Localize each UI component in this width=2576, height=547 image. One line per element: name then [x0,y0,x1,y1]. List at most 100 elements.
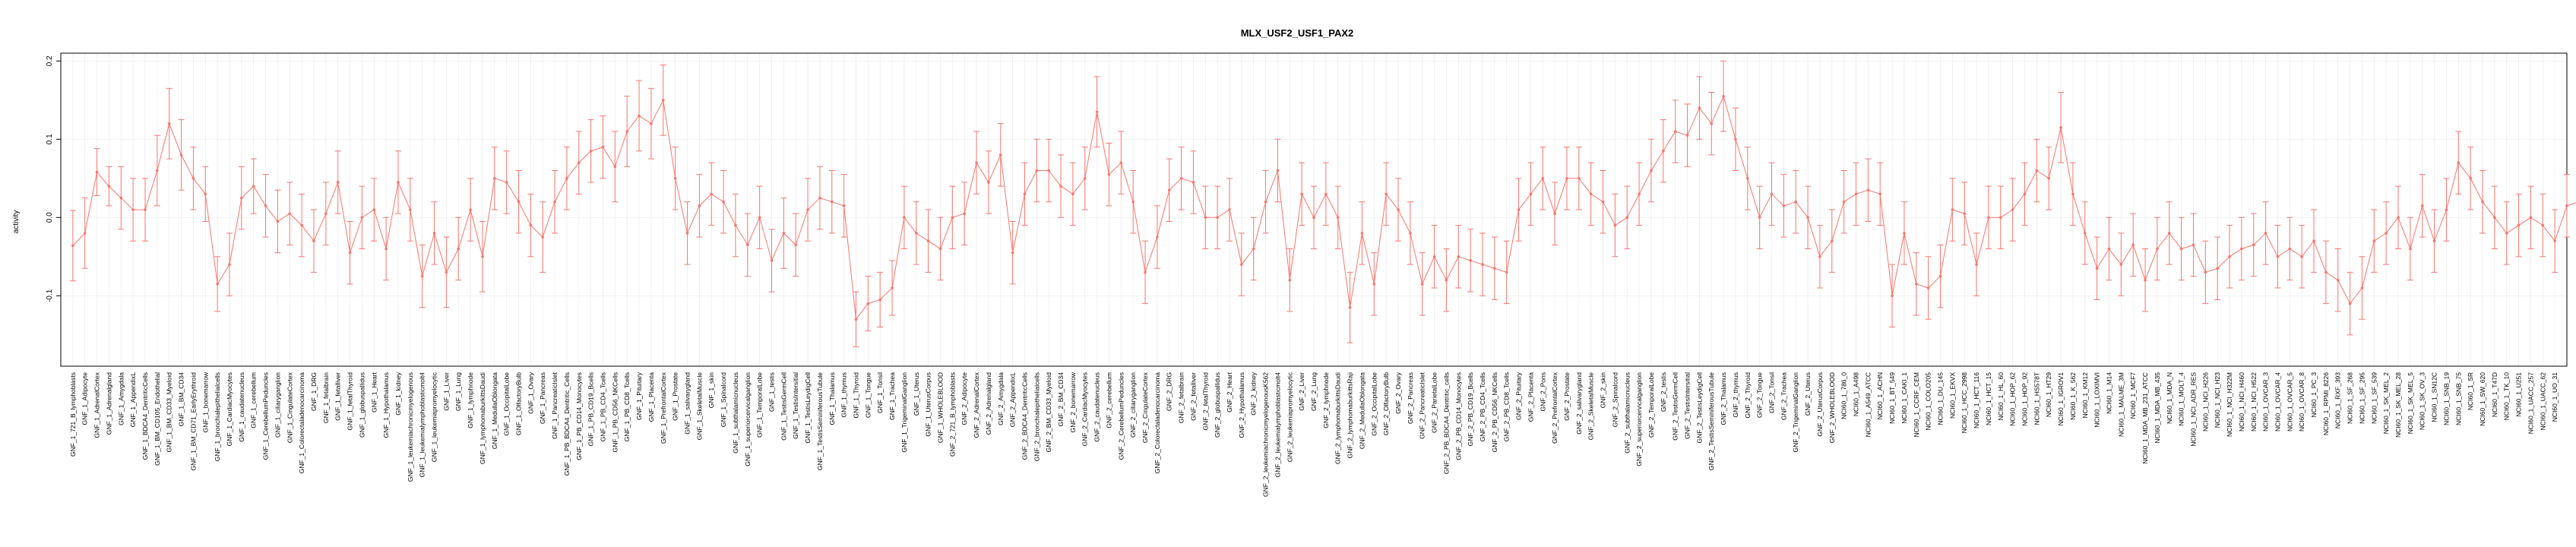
data-point [1891,294,1894,298]
x-tick-label: NCI60_1_786_0 [1840,372,1848,419]
x-tick-label: NCI60_1_HCT_15 [1985,372,1992,425]
x-tick-label: GNF_2_superiorcervicalganglion [1635,372,1643,466]
x-tick-label: NCI60_1_OVCAR_5 [2286,372,2293,432]
x-tick-label: GNF_1_Amygdala [117,372,125,425]
x-tick-label: GNF_2_Thalamus [1720,372,1727,425]
data-point [734,223,737,227]
data-point [2529,216,2533,220]
x-tick-label: GNF_1_AdrenalCortex [93,372,101,438]
data-point [830,200,834,204]
x-tick-label: GNF_1_BM_CD33_Myeloid [166,372,173,453]
x-tick-labels: GNF_1_721_B_lymphoblasts GNF_1_Adipocyte G… [69,372,2559,497]
data-point [264,204,267,207]
data-point [1493,267,1496,270]
data-point [2397,216,2400,220]
x-tick-label: NCI60_1_OVCAR_4 [2274,372,2281,432]
data-point [1794,200,1798,204]
data-point [2216,267,2219,270]
x-tick-label: GNF_1_CerebellumPeduncles [262,372,270,460]
data-point [1866,188,1870,192]
data-point [998,153,1002,157]
x-tick-label: GNF_2_721_B_lymphoblasts [948,372,956,457]
data-point [336,181,340,184]
data-point [2011,208,2014,211]
data-point [1179,177,1183,180]
data-point [167,122,171,125]
x-tick-label: GNF_1_TemporalLobe [756,372,764,438]
data-point [1975,263,1978,266]
x-tick-label: GNF_2_CardiacMyocytes [1081,372,1089,446]
x-tick-label: GNF_1_bronchialepithelialcells [214,372,221,461]
data-point [2457,161,2460,164]
data-point [710,192,714,196]
x-tick-label: GNF_2_Prostate [1563,372,1571,421]
data-point [2505,232,2508,235]
x-tick-label: GNF_1_DRG [310,372,318,411]
x-tick-label: GNF_2_CingulateCortex [1141,372,1149,443]
x-tick-label: GNF_2_lymphnode [1322,372,1330,428]
data-point [348,251,352,255]
x-tick-label: GNF_1_TestisGermCell [780,372,787,441]
data-point [1601,200,1605,204]
x-tick-label: GNF_1_TestisIntersitial [792,372,799,439]
data-point [938,247,942,251]
data-point [794,243,798,247]
data-point [553,200,556,204]
x-tick-label: GNF_2_Tongue [1756,372,1764,418]
data-point [505,181,508,184]
x-tick-label: NCI60_1_SK_OV_3 [2419,372,2426,430]
data-point [2420,204,2424,207]
x-tick-label: GNF_2_ciliaryganglion [1129,372,1137,438]
x-tick-label: GNF_1_Thyroid [852,372,859,419]
x-tick-label: GNF_1_Trachea [888,372,896,420]
x-tick-label: NCI60_1_HCC_2998 [1960,372,1968,434]
x-tick-label: GNF_2_cerebellum [1105,372,1112,428]
data-point [1071,192,1074,196]
x-tick-label: GNF_1_leukemiachronicmyelogenous [407,372,414,482]
data-point [2156,247,2159,251]
data-point [914,232,918,235]
x-tick-label: GNF_2_BM_CD33_Myeloid [1045,372,1052,453]
data-point [2119,263,2123,266]
series-line [72,95,2576,321]
data-point [1300,192,1303,196]
data-point [2469,177,2472,180]
x-tick-label: GNF_2_PB_CD8_Tcells [1503,372,1511,441]
x-tick-label: NCI60_1_A549_ATCC [1864,372,1872,437]
data-point [1662,149,1665,153]
data-point [2372,239,2376,243]
x-tick-label: NCI60_1_COLO205 [1925,372,1932,431]
x-tick-label: NCI60_1_LOXIMVI [2093,372,2101,428]
data-point [770,259,774,262]
x-tick-label: GNF_2_fetalThyroid [1201,372,1209,431]
x-tick-label: GNF_2_UterusCorpus [1816,372,1824,437]
data-point [2240,247,2243,251]
x-tick-label: GNF_2_SkeletalMuscle [1587,372,1595,441]
data-point [1216,216,1219,220]
x-tick-label: GNF_2_BM_CD34 [1057,372,1065,427]
x-tick-label: GNF_1_lymphomaburkittsDaudi [479,372,486,464]
x-tick-label: GNF_2_globuspallidus [1214,372,1221,438]
data-point [2445,208,2448,211]
x-tick-label: GNF_2_PB_BDCA4_Dentritic_cells [1442,372,1450,474]
x-tick-label: GNF_1_Hypothalamus [382,372,390,438]
data-point [1613,223,1617,227]
data-point [191,177,195,180]
data-point [1963,212,1967,215]
x-tick-label: GNF_2_MedullaOblongata [1358,372,1366,449]
data-point [529,223,533,227]
data-point [1758,216,1761,220]
data-point [204,192,207,196]
x-tick-label: GNF_2_PB_CD4_Tcells [1479,372,1486,441]
x-tick-label: GNF_1_WHOLEBLOOD [936,372,944,443]
data-point [1107,172,1111,176]
data-point [2565,204,2568,207]
x-tick-label: NCI60_1_BT_549 [1888,372,1896,424]
data-point [577,161,581,164]
x-tick-label: GNF_1_SkeletalMuscle [695,372,703,441]
data-point [1445,278,1448,282]
x-tick-label: GNF_2_Adrenalgland [985,372,992,435]
y-tick-label: 0.2 [46,55,54,66]
x-tick-label: GNF_2_OlfactoryBulb [1382,372,1390,435]
x-tick-label: GNF_1_superiorcervicalganglion [744,372,752,466]
